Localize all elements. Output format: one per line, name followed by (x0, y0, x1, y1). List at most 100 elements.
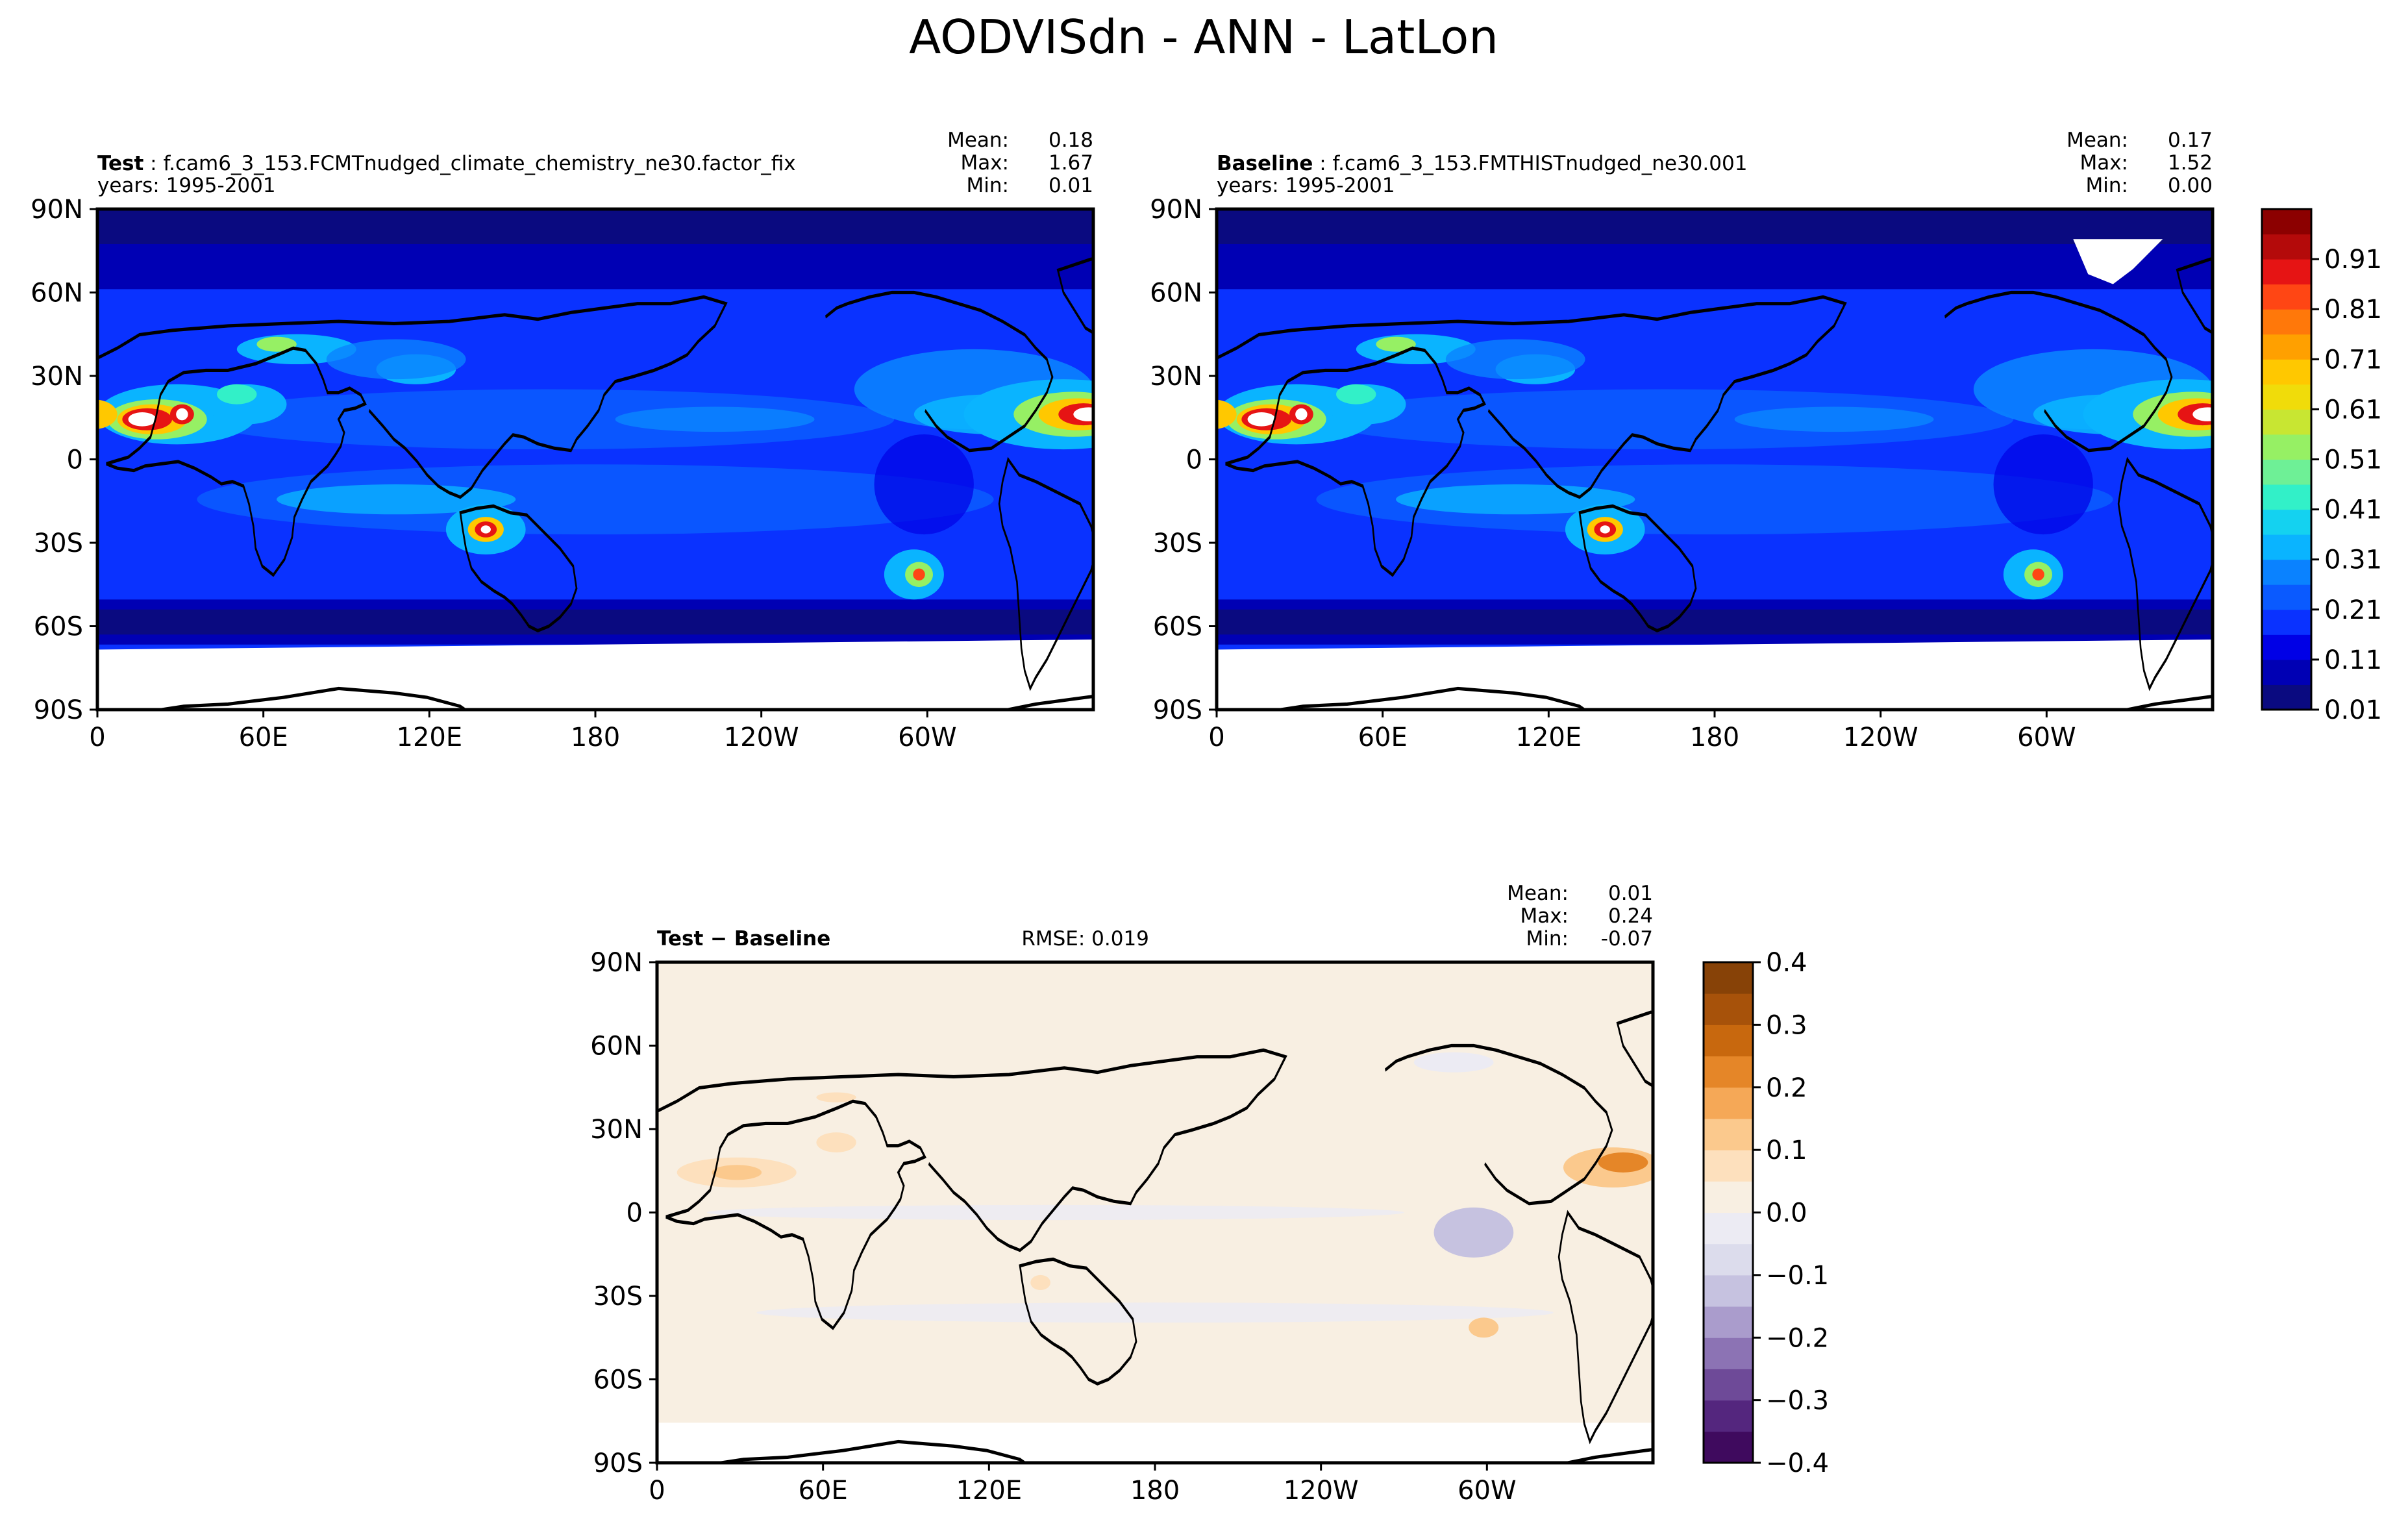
antarctica (1217, 640, 2213, 710)
lon-tick-label: 180 (1690, 723, 1739, 752)
contour-patch (816, 1132, 856, 1152)
colorbar-tick-label: 0.0 (1766, 1199, 1807, 1228)
colorbar-segment (2262, 459, 2311, 485)
antarctica (97, 640, 1093, 710)
colorbar-segment (2262, 484, 2311, 510)
lat-tick-label: 0 (627, 1199, 643, 1228)
colorbar-segment (2262, 684, 2311, 710)
panel-case-name: : f.cam6_3_153.FMTHISTnudged_ne30.001 (1313, 152, 1747, 175)
lat-tick-label: 0 (67, 445, 83, 475)
contour-patch (1336, 384, 1376, 404)
colorbar-segment (1704, 1150, 1753, 1182)
contour-patch (256, 336, 297, 352)
contour-patch (1073, 407, 1093, 421)
lat-tick-label: 60S (34, 612, 83, 642)
lon-tick-label: 0 (649, 1476, 665, 1506)
contour-patch (217, 384, 257, 404)
stat-label: Mean: (2067, 129, 2128, 152)
lat-tick-label: 90S (1153, 695, 1202, 725)
colorbar-segment (1704, 1274, 1753, 1307)
contour-patch (197, 464, 994, 535)
colorbar-tick-label: 0.81 (2324, 295, 2382, 325)
colorbar-segment (2262, 384, 2311, 410)
lat-tick-label: 90N (1150, 195, 1202, 225)
greenland-missing (2073, 239, 2163, 284)
contour-patch (1434, 1207, 1514, 1258)
stat-value: 0.01 (1049, 174, 1093, 197)
lon-tick-label: 120W (1843, 723, 1918, 752)
contour-patch (1247, 412, 1276, 427)
stat-label: Mean: (947, 129, 1009, 152)
contour-patch (1316, 389, 2014, 450)
lat-tick-label: 90S (593, 1448, 643, 1478)
contour-patch (1445, 339, 1585, 380)
colorbar-segment (1704, 962, 1753, 994)
contour-patch (1030, 1274, 1050, 1291)
colorbar-main: 0.91 0.81 0.71 0.61 0.51 0.41 0.31 0.21 0.11 0.01 (2261, 208, 2382, 725)
rmse-label: RMSE: 0.019 (1021, 927, 1149, 951)
contour-patch (1217, 399, 1237, 429)
contour-field (97, 209, 1093, 710)
lon-tick-label: 60W (1458, 1476, 1516, 1506)
contour-field (1217, 209, 2213, 710)
colorbar-segment (2262, 234, 2311, 260)
lat-tick-label: 30N (31, 362, 83, 392)
arctic-core (1217, 209, 2213, 244)
colorbar-segment (2262, 409, 2311, 435)
panel-case-title: Test : f.cam6_3_153.FCMTnudged_climate_c… (97, 152, 796, 175)
lat-tick-label: 60S (1153, 612, 1202, 642)
contour-patch (1469, 1317, 1499, 1338)
contour-patch (1600, 525, 1610, 534)
colorbar-segment (1704, 1181, 1753, 1213)
colorbar-diff: 0.4 0.3 0.2 0.1 0.0 −0.1 −0.2 −0.3 −0.4 (1702, 948, 1829, 1478)
lon-tick-label: 120W (1284, 1476, 1359, 1506)
lon-tick-label: 60E (1358, 723, 1408, 752)
contour-patch (1376, 336, 1416, 352)
colorbar-segment (2262, 634, 2311, 660)
lon-tick-label: 0 (89, 723, 105, 752)
panel-case-title: Baseline : f.cam6_3_153.FMTHISTnudged_ne… (1217, 152, 1747, 175)
colorbar-segment (2262, 584, 2311, 610)
contour-patch (1598, 1152, 1648, 1173)
contour-patch (176, 408, 188, 421)
panel-years: years: 1995-2001 (97, 174, 276, 197)
colorbar-segment (2262, 659, 2311, 685)
colorbar-tick-label: 0.71 (2324, 345, 2382, 375)
stat-label: Min: (2086, 174, 2128, 197)
colorbar-segment (1704, 1243, 1753, 1276)
colorbar-segment (2262, 559, 2311, 585)
lat-tick-label: 90S (34, 695, 83, 725)
lon-tick-label: 120W (724, 723, 799, 752)
contour-patch (2192, 407, 2213, 421)
contour-patch (1734, 406, 1934, 432)
contour-patch (615, 406, 815, 432)
stat-label: Max: (2079, 151, 2128, 175)
stat-value: 0.17 (2168, 129, 2213, 152)
stat-value: 0.01 (1608, 882, 1653, 905)
contour-patch (1295, 408, 1308, 421)
stat-value: 0.00 (2168, 174, 2213, 197)
colorbar-segment (2262, 534, 2311, 560)
contour-patch (97, 399, 118, 429)
colorbar-tick-label: 0.91 (2324, 245, 2382, 275)
colorbar-tick-label: 0.2 (1766, 1073, 1807, 1103)
stat-value: 0.24 (1608, 904, 1653, 928)
colorbar-tick-label: −0.1 (1766, 1261, 1829, 1291)
colorbar-segment (2262, 609, 2311, 635)
figure-title: AODVISdn - ANN - LatLon (909, 10, 1498, 64)
lat-tick-label: 30S (593, 1282, 643, 1311)
arctic-core (97, 209, 1093, 244)
panel-label: Baseline (1217, 152, 1313, 175)
colorbar-segment (1704, 1212, 1753, 1245)
contour-patch (1396, 484, 1635, 515)
stat-label: Min: (967, 174, 1009, 197)
colorbar-tick-label: −0.3 (1766, 1386, 1829, 1416)
lon-tick-label: 60E (799, 1476, 848, 1506)
colorbar-tick-label: 0.31 (2324, 545, 2382, 575)
colorbar-segment (1704, 1306, 1753, 1338)
colorbar-tick-label: 0.1 (1766, 1136, 1807, 1165)
lon-tick-label: 120E (956, 1476, 1023, 1506)
